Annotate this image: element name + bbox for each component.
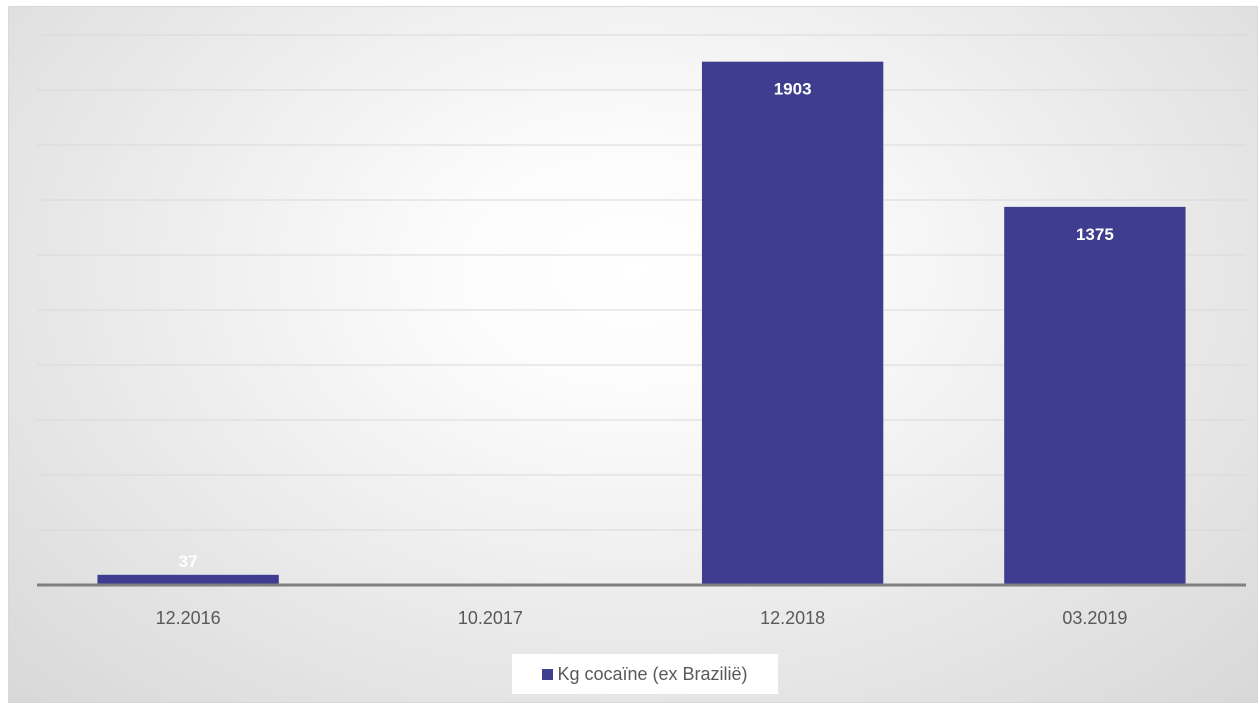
legend-swatch — [542, 668, 554, 680]
data-label-12.2018: 1903 — [774, 80, 812, 99]
data-label-12.2016: 37 — [179, 552, 198, 571]
x-tick-label-12.2016: 12.2016 — [156, 608, 221, 628]
x-tick-label-10.2017: 10.2017 — [458, 608, 523, 628]
bars — [97, 61, 1186, 586]
data-labels: 37 1903 1375 — [179, 80, 1114, 571]
x-tick-labels: 12.2016 10.2017 12.2018 03.2019 — [156, 608, 1128, 628]
data-label-03.2019: 1375 — [1076, 225, 1114, 244]
bar-12.2018 — [701, 61, 884, 586]
bar-03.2019 — [1004, 206, 1186, 585]
legend: Kg cocaïne (ex Brazilië) — [512, 654, 778, 694]
bar-12.2016 — [97, 574, 279, 585]
legend-label: Kg cocaïne (ex Brazilië) — [557, 663, 748, 684]
x-tick-label-12.2018: 12.2018 — [760, 608, 825, 628]
x-tick-label-03.2019: 03.2019 — [1062, 608, 1127, 628]
